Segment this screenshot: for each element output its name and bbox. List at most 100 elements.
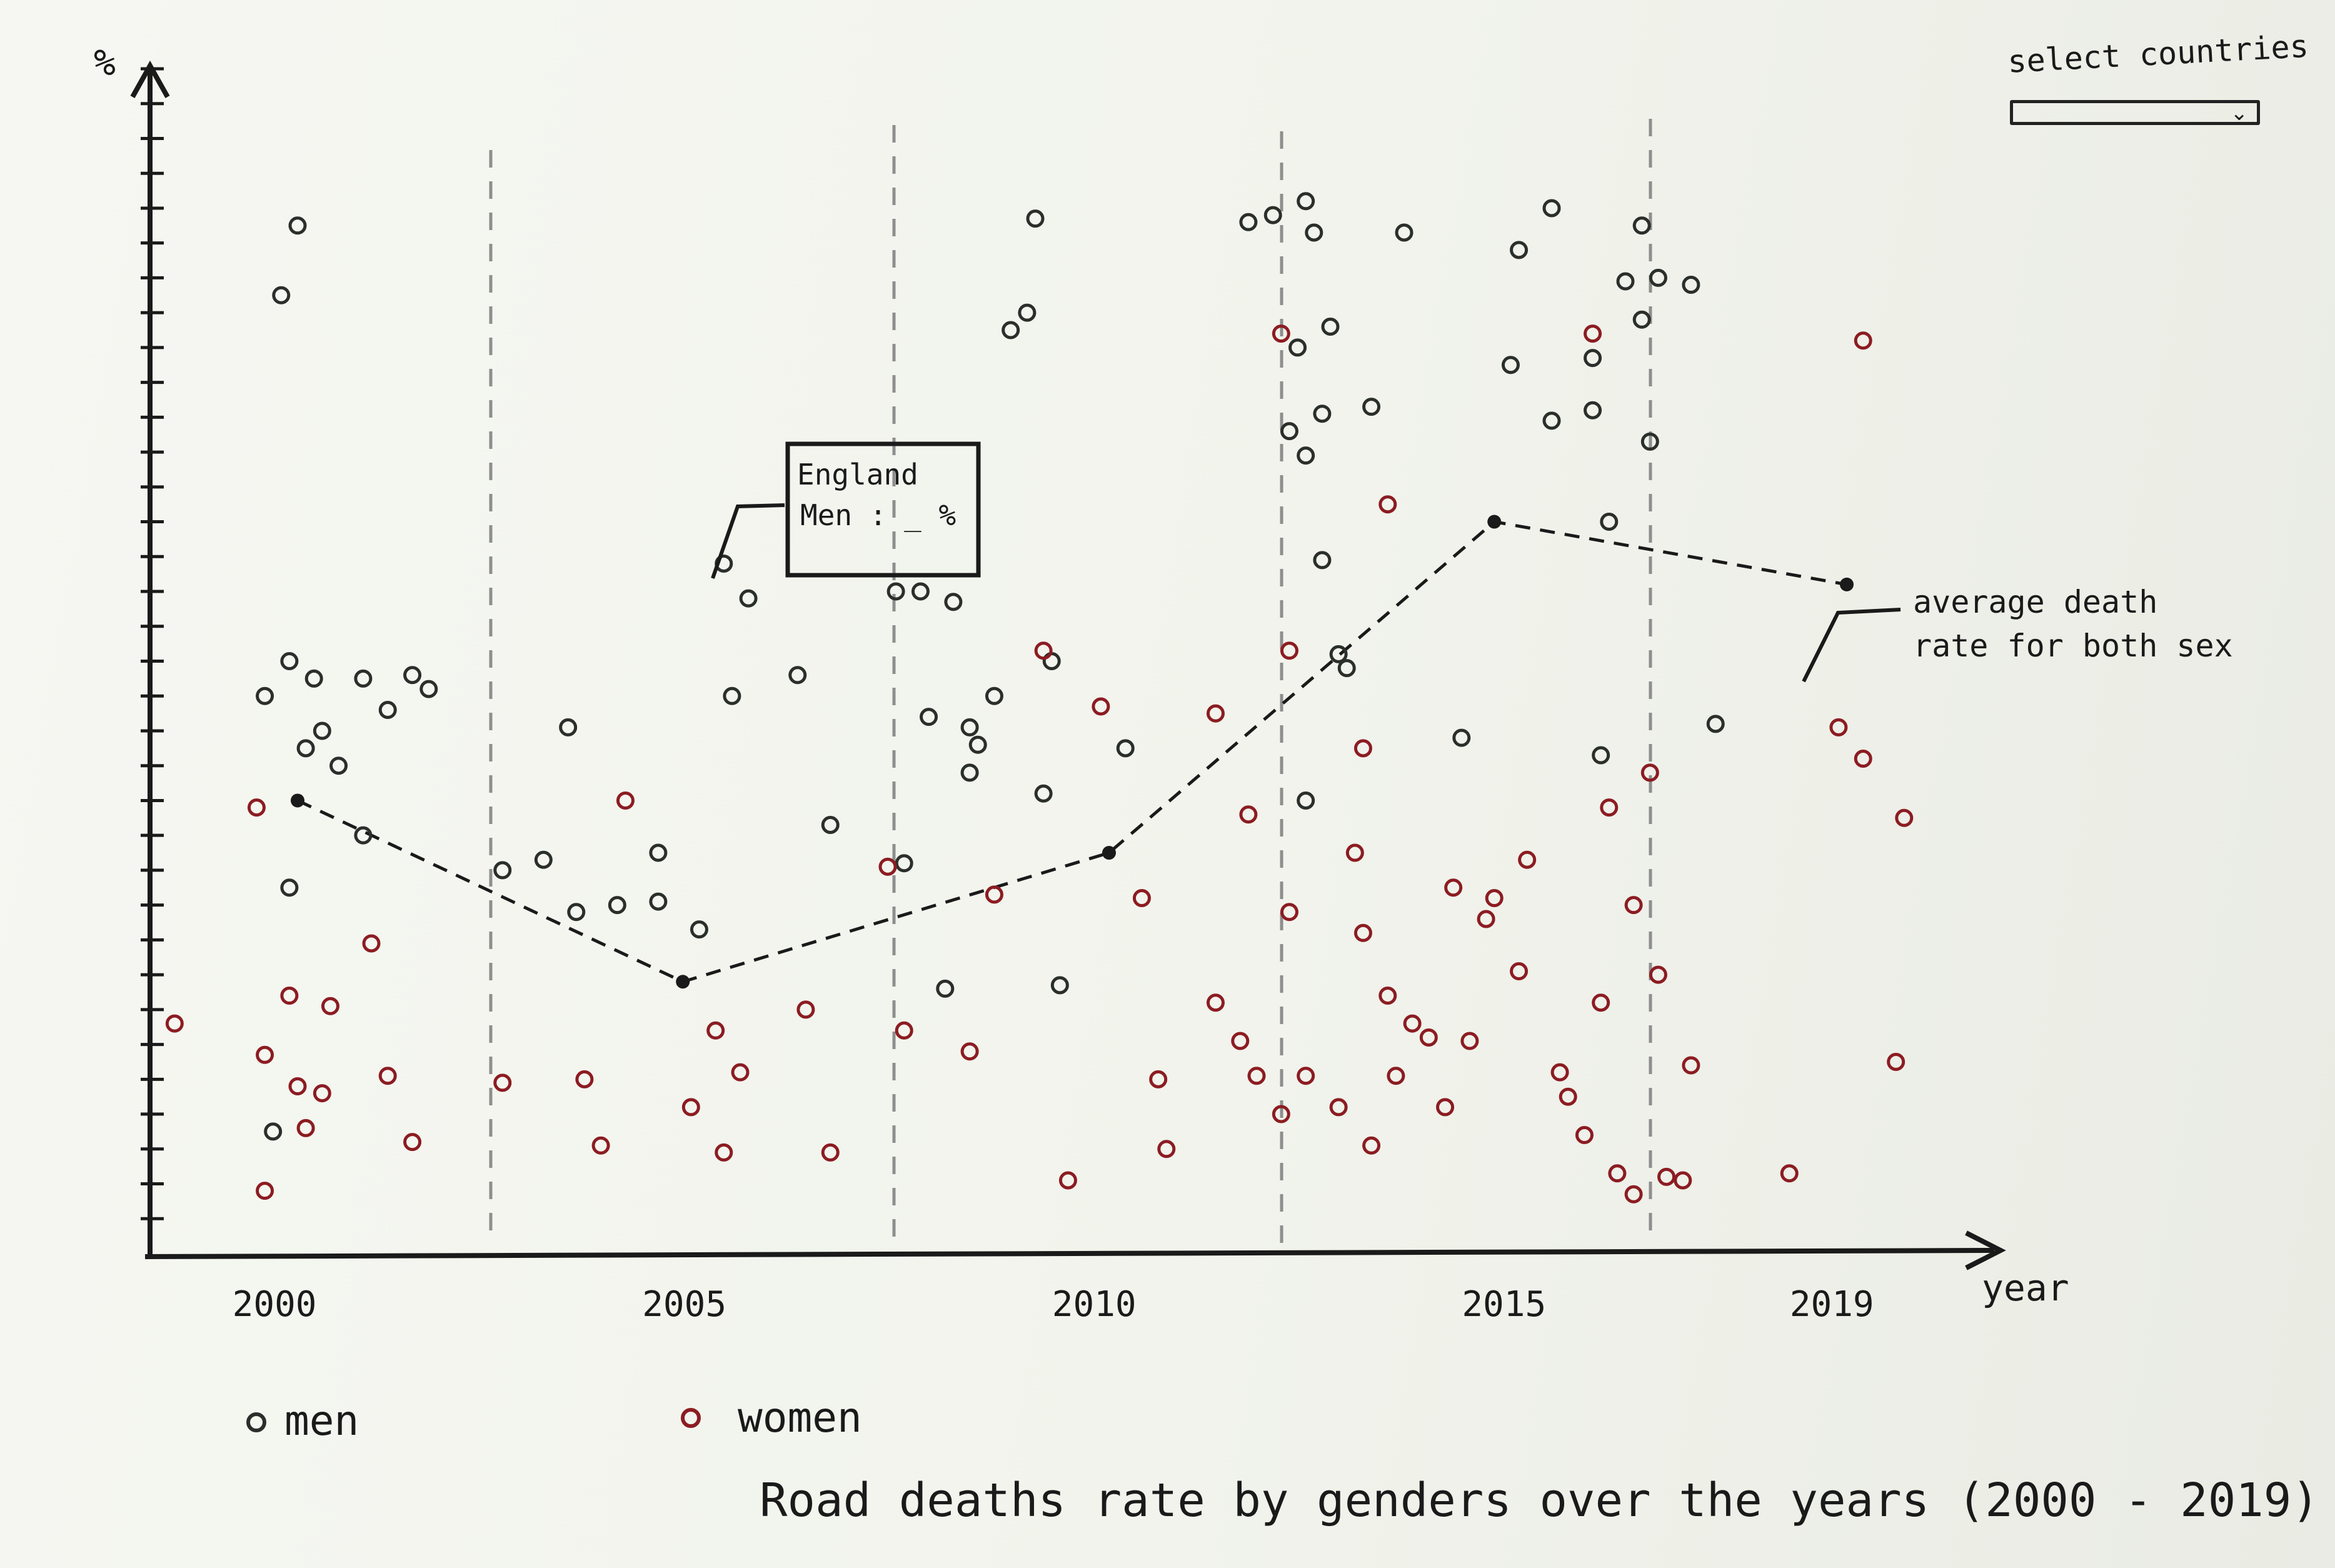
men-point[interactable] [920,708,938,726]
women-point[interactable] [1092,697,1110,716]
women-point[interactable] [796,1000,815,1019]
men-point[interactable] [559,718,578,736]
men-point[interactable] [1542,199,1561,218]
women-point[interactable] [1345,843,1364,862]
women-point[interactable] [1584,324,1602,343]
men-point[interactable] [1263,206,1282,224]
men-point[interactable] [329,756,348,775]
women-point[interactable] [575,1070,594,1088]
women-point[interactable] [985,885,1003,904]
women-point[interactable] [1640,763,1659,782]
women-point[interactable] [296,1118,315,1137]
men-point[interactable] [534,850,553,869]
men-point[interactable] [690,920,708,939]
men-point[interactable] [1116,739,1135,758]
women-point[interactable] [1444,878,1463,897]
men-point[interactable] [1395,223,1414,242]
women-point[interactable] [706,1021,725,1040]
men-point[interactable] [1239,213,1258,231]
men-point[interactable] [649,892,668,911]
men-point[interactable] [1050,976,1069,995]
women-point[interactable] [165,1014,184,1033]
men-point[interactable] [1592,746,1610,765]
women-point[interactable] [1362,1136,1381,1155]
men-point[interactable] [1313,551,1332,570]
women-point[interactable] [878,857,897,876]
women-point[interactable] [731,1063,750,1082]
women-point[interactable] [681,1098,700,1117]
men-point[interactable] [1616,272,1635,291]
men-point[interactable] [280,652,299,670]
women-point[interactable] [1272,1105,1290,1123]
women-point[interactable] [378,1067,397,1085]
women-point[interactable] [247,798,266,817]
women-point[interactable] [1780,1164,1799,1183]
women-point[interactable] [1387,1067,1405,1085]
men-point[interactable] [649,843,668,862]
women-point[interactable] [280,987,299,1005]
men-point[interactable] [968,735,987,754]
men-point[interactable] [944,593,963,611]
women-point[interactable] [1034,641,1053,660]
women-point[interactable] [960,1042,979,1061]
women-point[interactable] [256,1182,274,1200]
men-point[interactable] [378,701,397,720]
men-point[interactable] [280,878,299,897]
women-point[interactable] [1436,1098,1455,1117]
women-point[interactable] [493,1073,512,1092]
women-point[interactable] [1624,896,1643,915]
men-point[interactable] [354,826,373,845]
women-point[interactable] [1559,1087,1577,1106]
men-point[interactable] [960,718,979,736]
women-point[interactable] [1419,1028,1438,1047]
women-point[interactable] [1510,962,1529,981]
men-point[interactable] [1682,276,1700,294]
country-select-dropdown[interactable]: ⌄ [2010,100,2260,126]
men-point[interactable] [936,979,955,998]
women-point[interactable] [1518,850,1537,869]
women-point[interactable] [715,1143,733,1162]
men-point[interactable] [911,582,930,601]
women-point[interactable] [1280,903,1298,922]
women-point[interactable] [403,1133,422,1152]
men-point[interactable] [1305,223,1323,242]
women-point[interactable] [256,1045,274,1064]
women-point[interactable] [1592,993,1610,1012]
men-point[interactable] [1034,784,1053,803]
women-point[interactable] [321,997,339,1015]
women-point[interactable] [1058,1171,1077,1190]
women-point[interactable] [1674,1171,1692,1190]
men-point[interactable] [1584,401,1602,420]
men-point[interactable] [886,582,905,601]
women-point[interactable] [1649,965,1667,984]
women-point[interactable] [1477,910,1495,928]
women-point[interactable] [1280,641,1298,660]
men-point[interactable] [1501,356,1520,374]
men-point[interactable] [1510,241,1529,259]
men-point[interactable] [1297,791,1315,810]
men-point[interactable] [985,686,1003,705]
women-point[interactable] [591,1136,610,1155]
women-point[interactable] [1157,1140,1176,1158]
women-point[interactable] [821,1143,840,1162]
women-point[interactable] [288,1077,307,1095]
women-point[interactable] [313,1084,331,1103]
women-point[interactable] [1575,1126,1594,1144]
men-point[interactable] [1321,317,1340,336]
women-point[interactable] [1460,1032,1479,1050]
chevron-down-icon[interactable]: ⌄ [2230,101,2249,126]
men-point[interactable] [1337,659,1356,678]
men-point[interactable] [960,763,979,782]
men-point[interactable] [1362,398,1381,416]
men-point[interactable] [788,666,807,685]
men-point[interactable] [296,739,315,758]
women-point[interactable] [1247,1067,1266,1085]
women-point[interactable] [1854,331,1872,350]
men-point[interactable] [1018,303,1037,322]
men-point[interactable] [567,903,586,922]
women-point[interactable] [1231,1032,1250,1050]
men-point[interactable] [264,1122,283,1141]
men-point[interactable] [1452,728,1471,747]
women-point[interactable] [1895,808,1914,827]
women-point[interactable] [1550,1063,1569,1082]
